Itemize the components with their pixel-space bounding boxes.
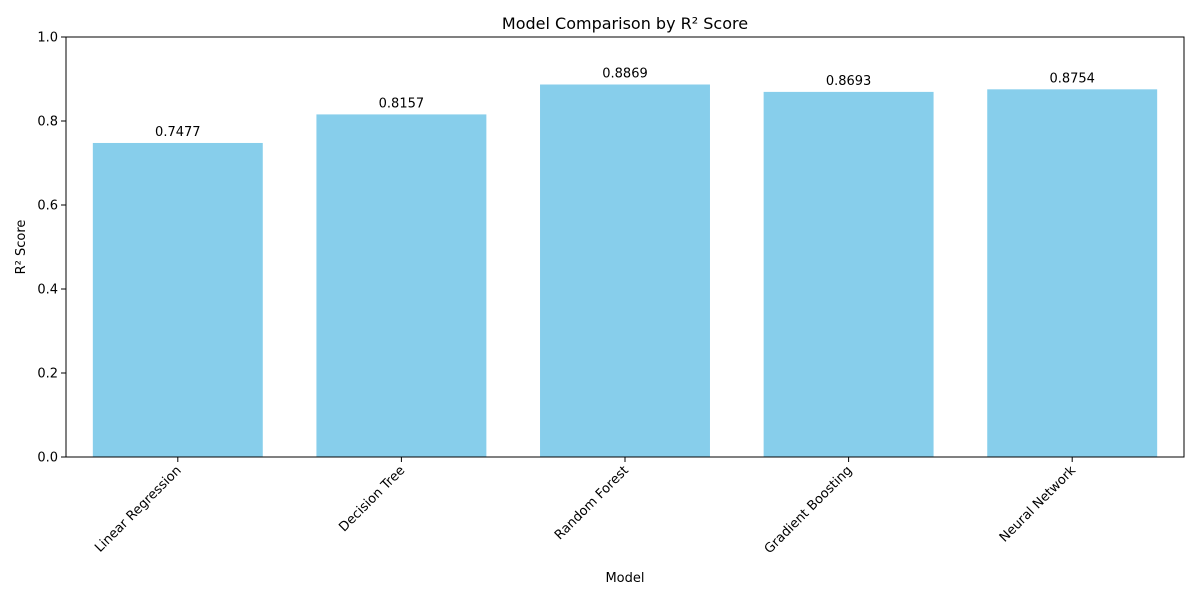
x-tick-label: Neural Network <box>997 463 1080 546</box>
x-axis: Linear Regression Decision Tree Random For… <box>92 457 1079 557</box>
bar-gradient-boosting <box>763 91 934 458</box>
x-tick-label: Random Forest <box>552 463 632 543</box>
x-tick-label: Gradient Boosting <box>762 463 856 557</box>
bar-neural-network <box>987 89 1158 457</box>
y-tick-label: 0.2 <box>37 367 58 382</box>
x-tick-label: Decision Tree <box>336 463 408 535</box>
bar-value-label: 0.8869 <box>602 67 648 82</box>
bar-decision-tree <box>316 114 487 457</box>
y-tick-label: 0.4 <box>37 283 58 298</box>
y-tick-label: 1.0 <box>37 31 58 46</box>
y-axis: 0.0 0.2 0.4 0.6 0.8 1.0 <box>37 31 66 466</box>
bar-random-forest <box>540 84 710 457</box>
plot-frame <box>65 36 1185 458</box>
y-axis-label: R² Score <box>14 220 29 275</box>
y-tick-label: 0.8 <box>37 115 58 130</box>
x-axis-label: Model <box>605 571 644 586</box>
bar-value-label: 0.7477 <box>155 125 201 140</box>
bar-value-label: 0.8157 <box>379 96 425 111</box>
y-tick-label: 0.6 <box>37 199 58 214</box>
y-tick-label: 0.0 <box>37 451 58 466</box>
bar-value-label: 0.8754 <box>1049 71 1095 86</box>
bar-value-label: 0.8693 <box>826 74 872 89</box>
chart-title: Model Comparison by R² Score <box>502 14 748 33</box>
x-tick-label: Linear Regression <box>92 463 184 555</box>
bar-linear-regression <box>92 142 263 457</box>
bars-group: 0.7477 0.8157 0.8869 0.8693 0.8754 <box>92 67 1158 458</box>
